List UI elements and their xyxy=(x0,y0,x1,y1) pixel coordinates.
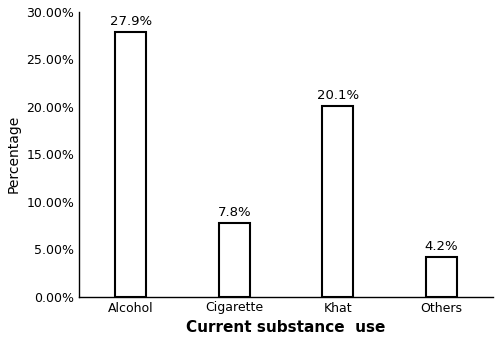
Text: 4.2%: 4.2% xyxy=(424,240,458,253)
Bar xyxy=(116,32,146,297)
Bar xyxy=(322,106,354,297)
Y-axis label: Percentage: Percentage xyxy=(7,115,21,194)
X-axis label: Current substance  use: Current substance use xyxy=(186,320,386,335)
Text: 27.9%: 27.9% xyxy=(110,15,152,28)
Text: 7.8%: 7.8% xyxy=(218,206,251,219)
Text: 20.1%: 20.1% xyxy=(317,89,359,102)
Bar xyxy=(219,223,250,297)
Bar xyxy=(426,257,457,297)
